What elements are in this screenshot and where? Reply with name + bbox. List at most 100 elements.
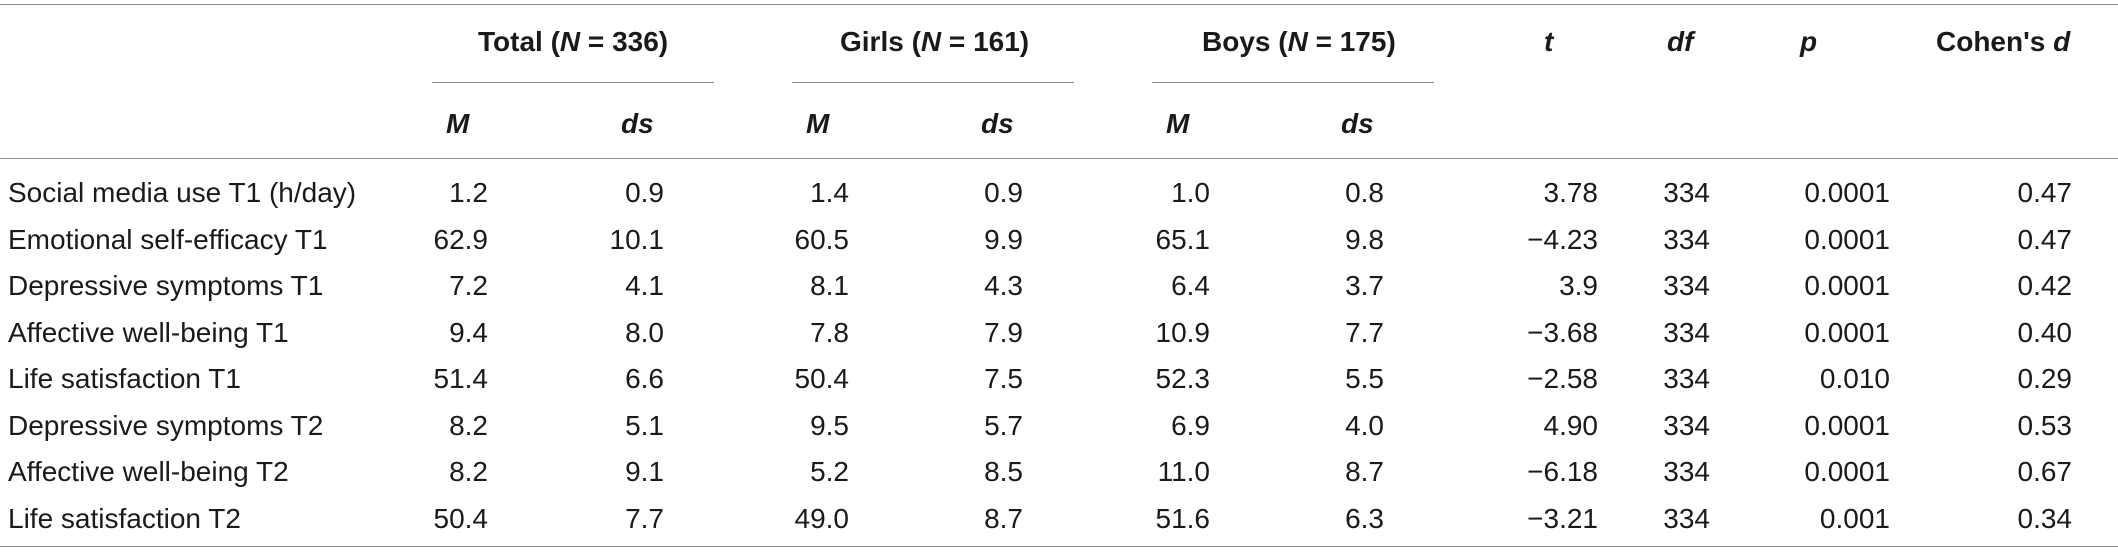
cell-p: 0.0001 [1804,177,1890,208]
cell-boys-ds: 5.5 [1345,363,1384,394]
row-label: Depressive symptoms T2 [8,409,324,441]
cell-total-m: 8.2 [449,456,488,487]
cell-boys-ds: 3.7 [1345,270,1384,301]
cell-boys-m: 6.4 [1171,270,1210,301]
cell-girls-ds: 0.9 [984,177,1023,208]
cell-total-m: 51.4 [433,363,489,394]
cell-girls-m: 50.4 [794,363,850,394]
cell-df: 334 [1663,363,1710,394]
cell-total-ds: 6.6 [625,363,664,394]
row-label: Depressive symptoms T1 [8,270,324,301]
row-label: Life satisfaction T2 [8,502,241,534]
cell-boys-m: 65.1 [1155,223,1211,255]
subheader-girls-m: M [806,108,830,139]
cell-t: −3.68 [1527,316,1598,348]
cell-girls-ds: 5.7 [984,409,1023,441]
cell-total-ds: 9.1 [625,456,664,487]
cell-boys-ds: 0.8 [1345,177,1384,208]
group-header-total: Total (N = 336) [478,26,669,57]
cell-boys-ds: 7.7 [1345,316,1384,348]
cell-t: 4.90 [1543,409,1599,441]
cell-df: 334 [1663,316,1710,348]
subheader-boys-m: M [1166,108,1190,139]
subheader-girls-ds: ds [981,108,1014,139]
cell-girls-m: 7.8 [810,316,849,348]
cell-d: 0.34 [2017,502,2073,534]
cell-total-ds: 8.0 [625,316,664,348]
cell-boys-ds: 6.3 [1345,502,1384,534]
cell-p: 0.0001 [1804,270,1890,301]
cell-p: 0.0001 [1804,316,1890,348]
cell-d: 0.67 [2017,456,2073,487]
cell-d: 0.53 [2017,409,2073,441]
group-underline-girls [792,82,1074,83]
cell-d: 0.47 [2017,177,2073,208]
cell-total-m: 9.4 [449,316,488,348]
cell-boys-ds: 8.7 [1345,456,1384,487]
cell-boys-ds: 4.0 [1345,409,1384,441]
row-label: Affective well-being T1 [8,316,289,348]
cell-total-ds: 7.7 [625,502,664,534]
cell-girls-ds: 8.5 [984,456,1023,487]
group-header-boys: Boys (N = 175) [1202,26,1396,57]
cell-t: −4.23 [1527,223,1598,255]
cell-total-m: 62.9 [433,223,489,255]
cell-d: 0.42 [2017,270,2073,301]
cell-girls-m: 49.0 [794,502,850,534]
cell-total-ds: 0.9 [625,177,664,208]
cell-girls-ds: 7.5 [984,363,1023,394]
cell-girls-ds: 9.9 [984,223,1023,255]
cell-p: 0.0001 [1804,409,1890,441]
cell-df: 334 [1663,456,1710,487]
cell-t: 3.9 [1559,270,1598,301]
cell-df: 334 [1663,177,1710,208]
cell-d: 0.40 [2017,316,2073,348]
cell-total-m: 1.2 [449,177,488,208]
cell-t: −6.18 [1527,456,1598,487]
cell-p: 0.0001 [1804,456,1890,487]
header-df: df [1667,26,1694,57]
subheader-total-m: M [446,108,470,139]
header-cohens-d: Cohen's d [1936,26,2071,57]
cell-d: 0.29 [2017,363,2073,394]
cell-boys-m: 6.9 [1171,409,1210,441]
cell-boys-m: 52.3 [1155,363,1211,394]
cell-t: −2.58 [1527,363,1598,394]
cell-girls-m: 1.4 [810,177,849,208]
cell-total-m: 50.4 [433,502,489,534]
group-underline-boys [1152,82,1434,83]
cell-total-ds: 5.1 [625,409,664,441]
cell-df: 334 [1663,223,1710,255]
cell-df: 334 [1663,270,1710,301]
cell-t: −3.21 [1527,502,1598,534]
header-p: p [1800,26,1818,57]
group-header-girls: Girls (N = 161) [840,26,1030,57]
cell-d: 0.47 [2017,223,2073,255]
cell-p: 0.001 [1819,502,1890,534]
cell-boys-m: 51.6 [1155,502,1211,534]
cell-total-ds: 4.1 [625,270,664,301]
cell-df: 334 [1663,502,1710,534]
cell-boys-m: 11.0 [1157,456,1210,487]
cell-boys-ds: 9.8 [1345,223,1384,255]
cell-t: 3.78 [1543,177,1599,208]
top-rule [0,4,2118,5]
row-label: Emotional self-efficacy T1 [8,223,328,255]
cell-girls-m: 9.5 [810,409,849,441]
cell-p: 0.0001 [1804,223,1890,255]
row-label: Life satisfaction T1 [8,363,241,394]
cell-p: 0.010 [1819,363,1890,394]
cell-total-m: 8.2 [449,409,488,441]
cell-total-m: 7.2 [449,270,488,301]
header-rule [0,158,2118,159]
row-label: Social media use T1 (h/day) [8,177,357,208]
cell-total-ds: 10.1 [609,223,665,255]
bottom-rule [0,546,2118,547]
cell-girls-ds: 4.3 [984,270,1023,301]
cell-boys-m: 1.0 [1171,177,1210,208]
group-underline-total [432,82,714,83]
cell-girls-ds: 7.9 [984,316,1023,348]
subheader-boys-ds: ds [1341,108,1374,139]
cell-girls-m: 8.1 [810,270,849,301]
